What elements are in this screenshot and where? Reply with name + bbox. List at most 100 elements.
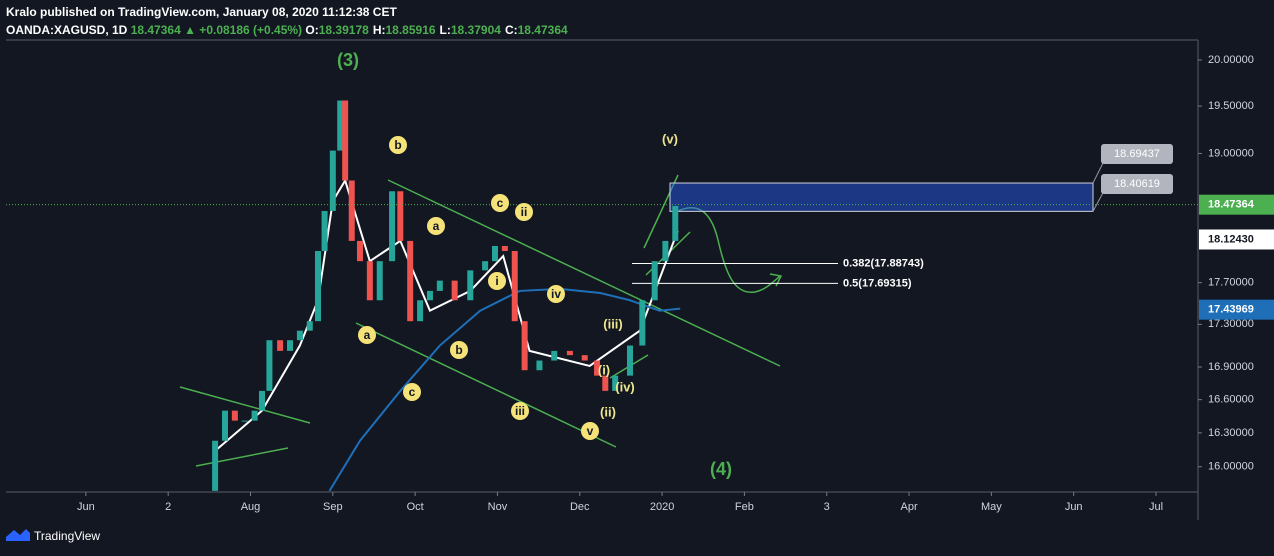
candle	[259, 390, 266, 411]
ohlc-value: 18.39178	[318, 23, 369, 37]
wave-circle	[427, 217, 445, 235]
candle	[436, 280, 443, 291]
wave-label: a	[364, 328, 371, 342]
candle	[296, 330, 303, 341]
candle	[639, 300, 646, 346]
candle	[501, 245, 508, 252]
wave-label: (i)	[598, 362, 610, 377]
wave-label: c	[497, 196, 504, 210]
wave-label: b	[394, 138, 401, 152]
candle	[342, 100, 349, 181]
wave-label: b	[455, 343, 462, 357]
fib-label: 0.382(17.88743)	[843, 257, 924, 269]
wave-circle	[581, 422, 599, 440]
candle	[581, 355, 588, 361]
candle	[348, 180, 355, 241]
y-tick-label: 17.70000	[1208, 277, 1254, 289]
header: Kralo published on TradingView.com, Janu…	[6, 3, 572, 39]
wave-circle	[515, 203, 533, 221]
candle	[241, 420, 248, 422]
ohlc-value: 18.85916	[385, 23, 436, 37]
candle	[231, 410, 238, 421]
candle	[602, 375, 609, 391]
candle	[417, 300, 424, 322]
wave-circle	[450, 341, 468, 359]
candle	[491, 245, 498, 262]
candle	[407, 240, 414, 322]
wave-label: i	[495, 274, 498, 288]
candle	[521, 321, 528, 371]
layout	[6, 39, 1199, 520]
candle	[251, 410, 258, 421]
brand-name: TradingView	[34, 529, 100, 543]
change: ▲ +0.08186 (+0.45%)	[184, 23, 303, 37]
candle	[397, 191, 404, 241]
wave-label: (iii)	[603, 316, 623, 331]
ohlc: O:18.39178 H:18.85916 L:18.37904 C:18.47364	[305, 23, 571, 37]
x-tick-label: Apr	[900, 501, 917, 513]
price-tag-label: 18.47364	[1208, 199, 1255, 211]
x-tick-label: Dec	[570, 501, 590, 513]
candle	[672, 206, 679, 241]
ohlc-value: 18.47364	[517, 23, 568, 37]
callout-box	[1101, 174, 1173, 194]
callout-box	[1101, 144, 1173, 164]
wave-label: iii	[515, 404, 525, 418]
price-tag	[1199, 194, 1274, 215]
last: 18.47364	[130, 23, 181, 37]
wave-label: (4)	[710, 459, 732, 479]
candle	[662, 240, 669, 262]
candle	[451, 280, 458, 301]
candle	[329, 150, 336, 211]
price-tag-label: 18.12430	[1208, 233, 1254, 245]
callout-label: 18.40619	[1114, 178, 1160, 190]
trendline	[179, 386, 311, 424]
callout-label: 18.69437	[1114, 148, 1160, 160]
price-tag	[1199, 299, 1274, 320]
wave-label: (3)	[337, 50, 359, 70]
wave-label: iv	[551, 287, 561, 301]
wave-label: (iv)	[615, 379, 635, 394]
candle	[314, 251, 321, 322]
x-tick-label: Aug	[241, 501, 261, 513]
x-tick-label: Jul	[1149, 501, 1163, 513]
quote-line: OANDA:XAGUSD, 1D 18.47364 ▲ +0.08186 (+0…	[6, 21, 572, 39]
candle	[467, 270, 474, 301]
candle	[594, 360, 601, 376]
ohlc-label: C:	[504, 23, 518, 37]
y-tick-label: 16.00000	[1208, 461, 1254, 473]
candle	[482, 261, 489, 271]
projection-arrow	[769, 273, 783, 287]
candle	[277, 340, 284, 351]
fib-label: 0.5(17.69315)	[843, 277, 912, 289]
trendline	[387, 179, 781, 367]
wave-label: (v)	[662, 131, 678, 146]
candle	[212, 440, 219, 491]
logo	[6, 529, 30, 541]
candle	[651, 261, 658, 301]
brand: TradingView	[6, 529, 100, 543]
candle	[389, 191, 396, 262]
wave-circle	[491, 194, 509, 212]
candle	[321, 210, 328, 252]
y-tick-label: 16.90000	[1208, 361, 1254, 373]
x-tick-label: 2020	[650, 501, 674, 513]
candle	[511, 251, 518, 322]
trendline	[355, 322, 617, 448]
x-tick-label: 3	[824, 501, 830, 513]
x-tick-label: Oct	[407, 501, 424, 513]
wave-label: ii	[521, 205, 528, 219]
wave-circle	[403, 383, 421, 401]
x-tick-label: Sep	[323, 501, 343, 513]
publisher: Kralo published on TradingView.com, Janu…	[6, 5, 397, 19]
y-tick-label: 16.30000	[1208, 427, 1254, 439]
symbol: OANDA:XAGUSD, 1D	[6, 23, 128, 37]
candle	[612, 375, 619, 391]
price-tag	[1199, 229, 1274, 250]
y-tick-label: 19.00000	[1208, 147, 1254, 159]
y-tick-label: 20.00000	[1208, 54, 1254, 66]
candle	[551, 350, 558, 361]
wave-circle	[547, 285, 565, 303]
candle	[376, 261, 383, 301]
